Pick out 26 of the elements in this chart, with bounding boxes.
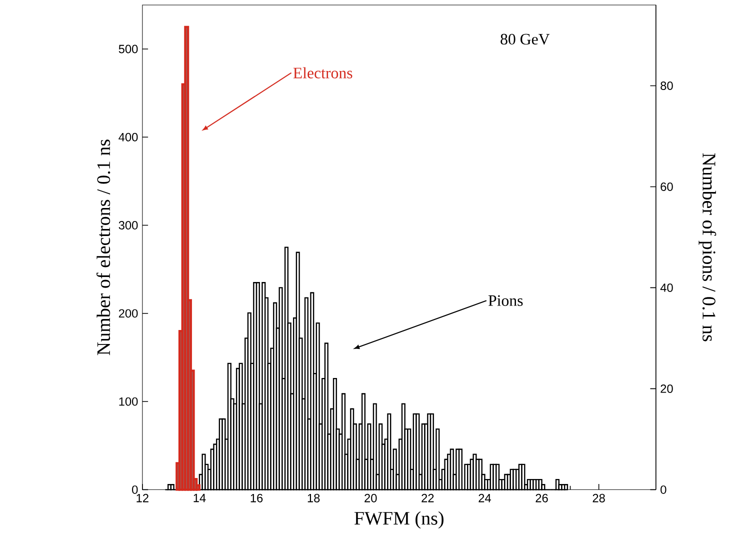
x-tick-label: 26 xyxy=(536,494,548,502)
x-tick-label: 16 xyxy=(250,494,263,502)
y-tick-label: 300 xyxy=(118,220,138,230)
y-tick-label: 200 xyxy=(118,309,138,318)
y2-tick-label: 40 xyxy=(660,283,673,292)
x-tick-label: 12 xyxy=(136,494,148,502)
annotation: 80 GeV xyxy=(500,34,550,45)
x-tick-label: 20 xyxy=(364,494,377,502)
x-tick-label: 18 xyxy=(308,494,320,502)
y2-tick-label: 60 xyxy=(660,182,673,191)
y2-tick-label: 80 xyxy=(660,81,673,90)
x-tick-label: 14 xyxy=(194,494,206,502)
y2-axis-title: Number of pions / 0.1 ns xyxy=(698,153,716,342)
x-tick-label: 22 xyxy=(422,494,434,502)
y-tick-label: 100 xyxy=(119,397,138,406)
text: Pions xyxy=(488,295,523,306)
y2-tick-label: 0 xyxy=(660,485,666,494)
y-tick-label: 400 xyxy=(118,132,138,142)
y-tick-label: 0 xyxy=(132,485,138,494)
x-tick-label: 28 xyxy=(592,494,605,502)
x-axis-title: FWFM (ns) xyxy=(354,511,444,528)
y-axis-title: Number of electrons / 0.1 ns xyxy=(96,140,110,356)
x-tick-label: 24 xyxy=(478,494,491,502)
y2-tick-label: 20 xyxy=(660,384,673,393)
y-tick-label: 500 xyxy=(118,44,138,54)
text: Electrons xyxy=(293,67,352,78)
